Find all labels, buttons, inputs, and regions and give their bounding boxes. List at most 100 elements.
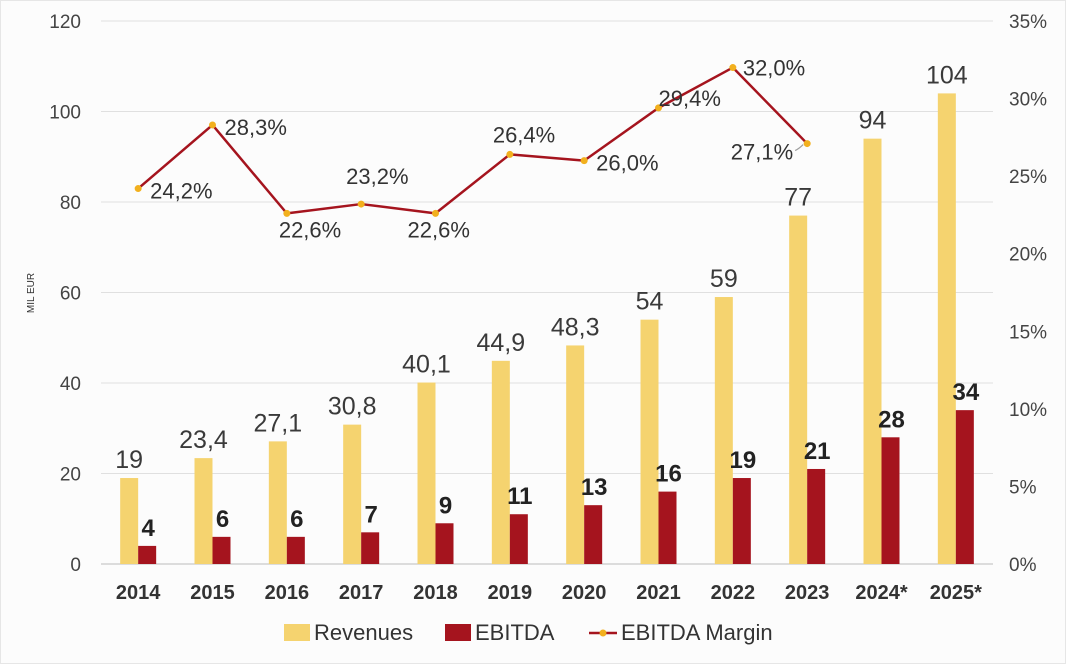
ebitda-bar [732,478,751,564]
y2-tick-label: 10% [1009,400,1047,421]
revenue-bar [863,138,882,564]
ebitda-bar [361,532,380,564]
ebitda-value-label: 28 [878,406,905,433]
ebitda-value-label: 16 [655,461,682,488]
legend-margin-marker [599,629,607,637]
x-tick-label: 2019 [488,582,533,604]
x-tick-label: 2021 [636,582,681,604]
ebitda-bar [881,437,900,564]
ebitda-value-label: 6 [216,506,229,533]
ebitda-margin-point [134,185,142,193]
ebitda-value-label: 7 [364,501,377,528]
ebitda-margin-line [137,66,809,215]
revenue-value-label: 77 [784,184,812,212]
x-tick-label: 2018 [413,582,458,604]
x-tick-label: 2022 [711,582,756,604]
revenue-value-label: 40,1 [402,351,451,379]
x-tick-label: 2025* [930,582,982,604]
ebitda-margin-label: 29,4% [659,86,721,111]
ebitda-margin-label: 24,2% [150,179,212,204]
revenue-value-label: 59 [710,265,738,293]
revenue-bar [491,360,510,564]
revenue-value-label: 94 [859,107,887,135]
revenue-bar [640,319,659,564]
ebitda-margin-point [803,140,811,148]
ebitda-margin-point [283,209,291,217]
ebitda-margin-label: 26,4% [493,122,555,147]
revenue-bar [343,424,362,564]
ebitda-margin-label: 32,0% [743,56,805,81]
ebitda-margin-point [432,209,439,217]
ebitda-margin-label: 27,1% [731,140,793,165]
ebitda-value-label: 11 [507,483,532,510]
x-tick-label: 2016 [265,582,310,604]
ebitda-margin-label: 23,2% [346,164,408,189]
y2-tick-label: 0% [1009,555,1037,576]
revenue-bar [714,297,733,564]
x-tick-label: 2020 [562,582,607,604]
ebitda-margin-label: 26,0% [596,151,658,176]
ebitda-value-label: 6 [290,506,303,533]
y2-tick-label: 15% [1009,322,1047,343]
y-tick-label: 120 [49,12,81,33]
y2-tick-label: 25% [1009,167,1047,188]
ebitda-value-label: 4 [141,515,155,542]
legend-revenues-label: Revenues [314,620,413,645]
ebitda-margin-label: 28,3% [225,115,287,140]
ebitda-margin-label: 22,6% [279,217,341,242]
ebitda-margin-point [209,121,216,129]
ebitda-bar [584,505,603,564]
ebitda-value-label: 19 [729,447,756,474]
ebitda-margin-point [357,200,365,208]
ebitda-bar [658,491,677,564]
ebitda-bar [286,536,305,564]
revenue-value-label: 48,3 [551,313,600,341]
y2-tick-label: 35% [1009,12,1047,33]
y-tick-label: 60 [60,284,81,305]
revenue-value-label: 30,8 [328,393,377,421]
legend-ebitda-swatch [445,624,471,641]
ebitda-value-label: 21 [804,438,831,465]
legend-margin-label: EBITDA Margin [621,620,773,645]
revenue-value-label: 54 [636,288,664,316]
y-tick-label: 0 [70,555,81,576]
ebitda-margin-point [506,150,514,158]
revenue-value-label: 44,9 [476,329,525,357]
x-tick-label: 2017 [339,582,384,604]
revenue-value-label: 27,1 [253,409,302,437]
revenue-bar [194,458,213,564]
y2-tick-label: 5% [1009,477,1037,498]
y-tick-label: 20 [60,465,81,486]
y-tick-label: 100 [49,103,81,124]
y2-tick-label: 30% [1009,90,1047,111]
ebitda-margin-point [729,64,737,72]
ebitda-bar [212,536,231,564]
y-axis-title: MIL EUR [26,273,37,313]
ebitda-margin-point [580,157,588,165]
revenue-bar [268,441,287,564]
ebitda-value-label: 9 [439,492,452,519]
ebitda-bar [509,514,528,564]
y-tick-label: 40 [60,374,81,395]
ebitda-margin-label: 22,6% [408,217,470,242]
legend-revenues-swatch [284,624,310,641]
ebitda-bar [435,523,454,564]
revenue-value-label: 23,4 [179,426,228,454]
x-tick-label: 2023 [785,582,830,604]
revenue-bar [937,93,956,565]
ebitda-margin-point [655,104,662,112]
ebitda-bar [807,468,826,564]
ebitda-value-label: 34 [952,379,979,406]
revenue-value-label: 19 [115,446,143,474]
ebitda-bar [138,545,157,564]
x-tick-label: 2015 [190,582,235,604]
ebitda-bar [955,410,974,564]
revenue-bar [789,215,808,564]
y2-tick-label: 20% [1009,245,1047,266]
x-tick-label: 2014 [116,582,161,604]
y-tick-label: 80 [60,193,81,214]
revenue-bar [566,345,585,564]
legend-ebitda-label: EBITDA [475,620,555,645]
